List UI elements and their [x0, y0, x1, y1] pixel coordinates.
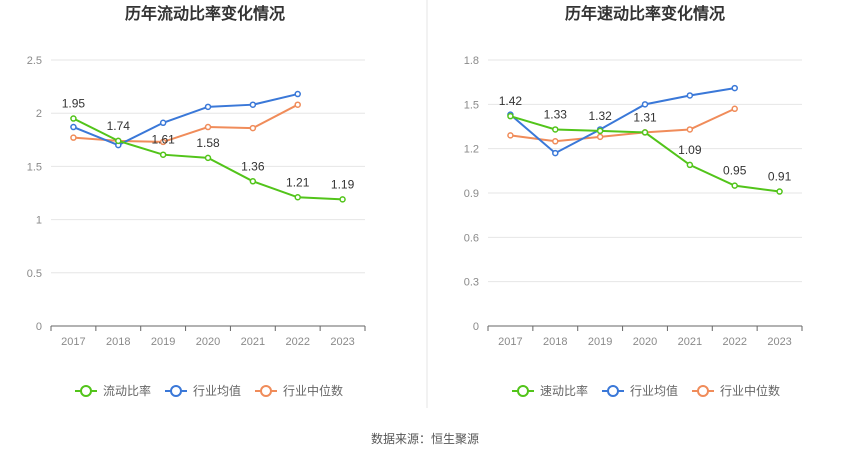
- data-point: [70, 134, 77, 141]
- series-line-main: [510, 115, 780, 193]
- quick-ratio-chart: 历年速动比率变化情况 0 0.3 0.6 0.9 1.2 1.5 1.8 2017 2018 201…: [464, 4, 803, 398]
- y-tick-label: 0.6: [464, 232, 479, 244]
- legend-swatch-marker: [80, 385, 92, 397]
- data-point: [641, 101, 649, 108]
- x-tick-label: 2019: [588, 336, 612, 348]
- y-tick-label: 0: [36, 321, 42, 333]
- data-label: 1.09: [678, 143, 702, 157]
- chart-title: 历年速动比率变化情况: [565, 4, 725, 23]
- data-point: [339, 196, 346, 203]
- x-tick-label: 2021: [678, 336, 702, 348]
- y-tick-label: 2.5: [27, 55, 42, 67]
- legend-label: 行业均值: [193, 383, 241, 398]
- x-tick-label: 2017: [61, 336, 85, 348]
- legend-swatch-marker: [260, 385, 272, 397]
- y-tick-label: 1.2: [464, 144, 479, 156]
- data-label: 0.95: [723, 164, 747, 178]
- data-point: [686, 126, 694, 133]
- data-point: [731, 182, 738, 189]
- data-label: 1.61: [151, 133, 175, 147]
- y-tick-label: 0: [473, 321, 479, 333]
- data-point: [596, 127, 604, 135]
- y-tick-label: 1.8: [464, 55, 479, 67]
- data-label: 1.58: [196, 136, 220, 150]
- legend-label: 行业中位数: [283, 383, 343, 398]
- legend-swatch-marker: [607, 385, 619, 397]
- legend-label: 流动比率: [103, 383, 151, 398]
- legend-label: 行业均值: [630, 383, 678, 398]
- data-point: [204, 123, 212, 131]
- legend-swatch-marker: [170, 385, 182, 397]
- data-label: 1.36: [241, 159, 265, 173]
- x-tick-label: 2018: [543, 336, 567, 348]
- data-point: [294, 194, 301, 201]
- data-point: [294, 101, 301, 108]
- data-point: [204, 154, 212, 162]
- data-point: [552, 126, 559, 133]
- legend-label: 行业中位数: [720, 383, 780, 398]
- series-line-industry-median: [510, 107, 736, 143]
- y-tick-label: 0.3: [464, 277, 479, 289]
- data-point: [249, 101, 257, 108]
- data-point: [507, 132, 514, 139]
- source-note: 数据来源：恒生聚源: [371, 431, 479, 446]
- data-point: [552, 138, 559, 145]
- y-tick-label: 1: [36, 215, 42, 227]
- x-tick-label: 2023: [767, 336, 791, 348]
- data-point: [204, 103, 212, 111]
- series-line-industry-median: [73, 103, 299, 143]
- x-tick-label: 2019: [151, 336, 175, 348]
- data-label: 1.42: [499, 94, 523, 108]
- data-label: 0.91: [768, 170, 792, 184]
- y-tick-label: 1.5: [464, 99, 479, 111]
- data-label: 1.33: [544, 107, 568, 121]
- chart-title: 历年流动比率变化情况: [125, 4, 285, 23]
- x-tick-label: 2017: [498, 336, 522, 348]
- data-point: [294, 90, 301, 98]
- current-ratio-chart: 历年流动比率变化情况 0 0.5 1 1.5 2 2.5 2017 2018 2019 2020 20…: [27, 4, 366, 398]
- data-point: [686, 161, 694, 169]
- x-tick-label: 2018: [106, 336, 130, 348]
- x-tick-label: 2022: [285, 336, 309, 348]
- x-tick-label: 2023: [330, 336, 354, 348]
- data-point: [596, 133, 604, 141]
- data-point: [70, 123, 77, 131]
- data-label: 1.19: [331, 177, 355, 191]
- data-point: [776, 188, 783, 195]
- data-point: [70, 115, 77, 122]
- data-point: [731, 84, 738, 92]
- series-line-industry-mean: [509, 87, 735, 155]
- y-tick-label: 0.9: [464, 188, 479, 200]
- data-label: 1.21: [286, 175, 310, 189]
- y-tick-label: 2: [36, 108, 42, 120]
- data-label: 1.74: [107, 119, 131, 133]
- x-tick-label: 2022: [722, 336, 746, 348]
- data-point: [249, 178, 257, 185]
- data-point: [552, 149, 559, 157]
- data-label: 1.32: [588, 109, 612, 123]
- data-point: [159, 151, 167, 158]
- data-point: [731, 105, 738, 113]
- x-tick-label: 2021: [241, 336, 265, 348]
- data-point: [507, 112, 514, 120]
- legend-label: 速动比率: [540, 383, 588, 398]
- legend-swatch-marker: [697, 385, 709, 397]
- y-tick-label: 0.5: [27, 268, 42, 280]
- y-tick-label: 1.5: [27, 161, 42, 173]
- data-point: [159, 119, 167, 127]
- data-label: 1.95: [62, 97, 86, 111]
- series-line-industry-mean: [73, 93, 298, 147]
- data-point: [686, 92, 694, 99]
- legend-swatch-marker: [517, 385, 529, 397]
- data-point: [159, 138, 167, 146]
- data-point: [641, 129, 649, 136]
- x-tick-label: 2020: [196, 336, 220, 348]
- data-label: 1.31: [633, 110, 657, 124]
- data-point: [249, 124, 257, 132]
- data-point: [115, 137, 122, 145]
- x-tick-label: 2020: [633, 336, 657, 348]
